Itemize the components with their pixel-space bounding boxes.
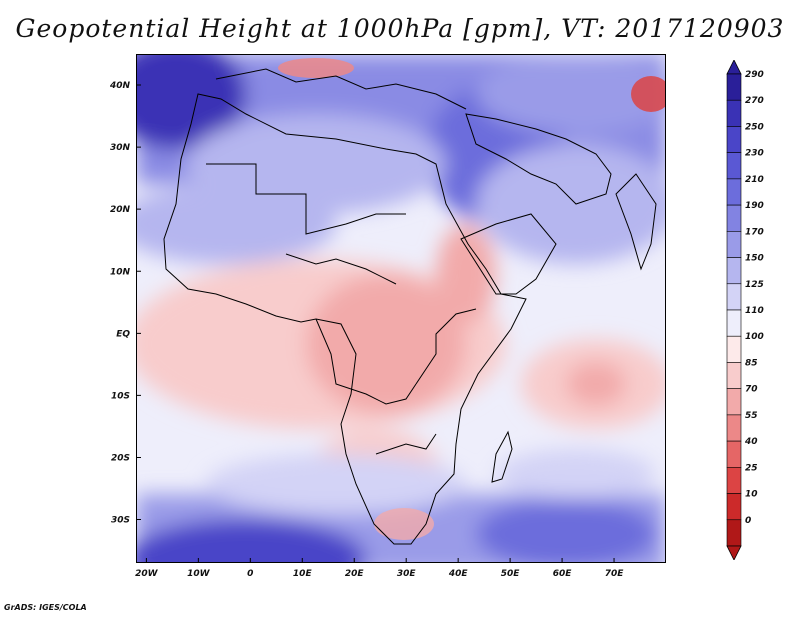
- colorbar-swatch: [726, 152, 742, 180]
- colorbar-swatch: [726, 440, 742, 468]
- colorbar-label: 190: [745, 201, 764, 211]
- colorbar-label: 70: [745, 385, 758, 395]
- colorbar-label: 150: [745, 254, 764, 264]
- colorbar-swatch: [726, 204, 742, 232]
- colorbar-top-arrow: [726, 60, 742, 75]
- colorbar-swatch: [726, 335, 742, 363]
- colorbar-label: 85: [745, 358, 758, 368]
- colorbar-label: 170: [745, 227, 764, 237]
- colorbar-label: 0: [745, 516, 751, 526]
- colorbar-swatch: [726, 283, 742, 311]
- lon-tick-label: 10E: [293, 569, 313, 579]
- lat-tick-label: 10N: [110, 267, 131, 277]
- lon-tick-label: 10W: [187, 569, 211, 579]
- colorbar-swatch: [726, 231, 742, 258]
- colorbar-swatch: [726, 493, 742, 521]
- coastlines: [163, 68, 657, 545]
- colorbar-label: 110: [745, 306, 764, 316]
- lat-tick-label: 40N: [109, 81, 131, 91]
- colorbar-swatch: [726, 388, 742, 416]
- colorbar: 2902702502302101901701501251101008570554…: [726, 60, 764, 560]
- colorbar-label: 210: [745, 175, 764, 185]
- lat-tick-label: 20N: [110, 205, 131, 215]
- lat-tick-label: 10S: [111, 391, 130, 401]
- lat-tick-label: 30N: [110, 143, 131, 153]
- lon-tick-label: 70E: [605, 569, 625, 579]
- lon-tick-label: 40E: [448, 569, 469, 579]
- colorbar-swatch: [726, 126, 742, 153]
- colorbar-swatch: [726, 73, 742, 101]
- lon-tick-label: 0: [247, 569, 253, 579]
- lat-tick-label: EQ: [116, 329, 130, 339]
- lon-tick-label: 60E: [553, 569, 573, 579]
- colorbar-label: 10: [745, 490, 758, 500]
- lat-tick-label: 20S: [111, 453, 130, 463]
- lon-tick-label: 20W: [135, 569, 159, 579]
- colorbar-swatch: [726, 519, 742, 547]
- colorbar-label: 250: [745, 122, 764, 132]
- lon-tick-label: 20E: [345, 569, 365, 579]
- colorbar-swatch: [726, 99, 742, 127]
- colorbar-label: 25: [745, 463, 758, 473]
- colorbar-swatch: [726, 414, 742, 442]
- colorbar-swatch: [726, 467, 742, 494]
- height-field: [136, 54, 666, 563]
- map-title: Geopotential Height at 1000hPa [gpm], VT…: [15, 14, 785, 43]
- lon-tick-label: 30E: [397, 569, 417, 579]
- colorbar-label: 40: [744, 437, 758, 447]
- map-plot: [136, 54, 666, 563]
- colorbar-swatch: [726, 178, 742, 206]
- colorbar-label: 290: [745, 70, 764, 80]
- plot-frame: [136, 54, 666, 563]
- colorbar-label: 55: [745, 411, 758, 421]
- lat-tick-label: 30S: [111, 516, 130, 526]
- colorbar-bottom-arrow: [726, 545, 742, 560]
- colorbar-label: 125: [745, 280, 764, 290]
- footer-credit: GrADS: IGES/COLA: [4, 603, 87, 612]
- colorbar-swatch: [726, 362, 742, 389]
- colorbar-swatch: [726, 257, 742, 285]
- axis-ticks: [136, 84, 615, 563]
- colorbar-label: 100: [745, 332, 764, 342]
- colorbar-swatch: [726, 309, 742, 337]
- colorbar-label: 230: [745, 149, 764, 159]
- colorbar-label: 270: [745, 96, 764, 106]
- lon-tick-label: 50E: [501, 569, 521, 579]
